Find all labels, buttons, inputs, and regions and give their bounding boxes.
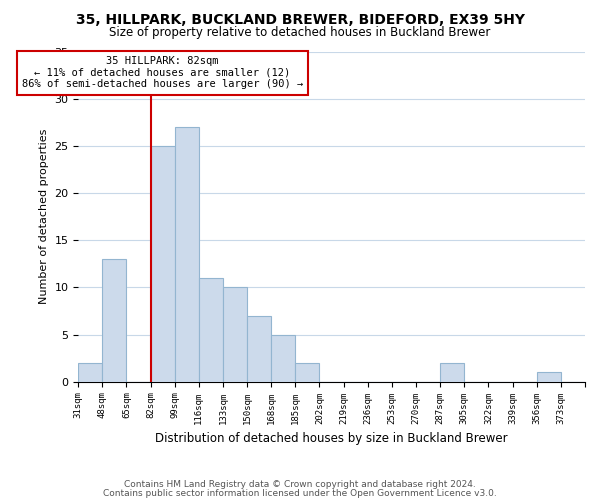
- Bar: [199, 278, 223, 382]
- Text: Contains public sector information licensed under the Open Government Licence v3: Contains public sector information licen…: [103, 488, 497, 498]
- Text: 35, HILLPARK, BUCKLAND BREWER, BIDEFORD, EX39 5HY: 35, HILLPARK, BUCKLAND BREWER, BIDEFORD,…: [76, 12, 524, 26]
- Text: Contains HM Land Registry data © Crown copyright and database right 2024.: Contains HM Land Registry data © Crown c…: [124, 480, 476, 489]
- Bar: [223, 288, 247, 382]
- Bar: [537, 372, 561, 382]
- Text: 35 HILLPARK: 82sqm
← 11% of detached houses are smaller (12)
86% of semi-detache: 35 HILLPARK: 82sqm ← 11% of detached hou…: [22, 56, 303, 90]
- Y-axis label: Number of detached properties: Number of detached properties: [39, 129, 49, 304]
- Bar: [102, 259, 127, 382]
- Text: Size of property relative to detached houses in Buckland Brewer: Size of property relative to detached ho…: [109, 26, 491, 39]
- Bar: [247, 316, 271, 382]
- Bar: [440, 363, 464, 382]
- X-axis label: Distribution of detached houses by size in Buckland Brewer: Distribution of detached houses by size …: [155, 432, 508, 445]
- Bar: [295, 363, 319, 382]
- Bar: [151, 146, 175, 382]
- Bar: [78, 363, 102, 382]
- Bar: [175, 127, 199, 382]
- Bar: [271, 334, 295, 382]
